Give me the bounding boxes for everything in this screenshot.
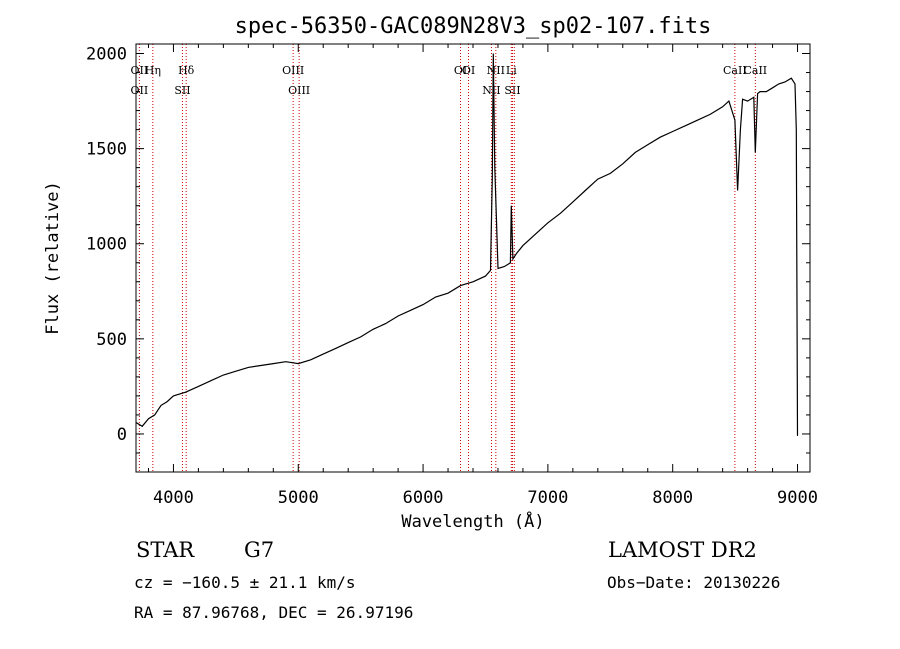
y-tick-label: 0 bbox=[117, 425, 127, 445]
x-tick-label: 4000 bbox=[153, 488, 194, 508]
spectrum-series bbox=[135, 53, 799, 436]
y-tick-label: 1000 bbox=[86, 235, 127, 255]
chart-title: spec-56350-GAC089N28V3_sp02-107.fits bbox=[235, 14, 712, 39]
line-marker-label: OIII bbox=[282, 64, 304, 77]
line-marker-label: OII bbox=[131, 64, 149, 77]
line-marker-label: OI bbox=[454, 64, 467, 77]
x-tick-label: 9000 bbox=[777, 488, 818, 508]
survey-name: LAMOST DR2 bbox=[608, 538, 757, 562]
line-marker-label: SII bbox=[174, 84, 190, 97]
x-tick-label: 8000 bbox=[652, 488, 693, 508]
line-marker-label: Hδ bbox=[178, 64, 195, 77]
y-tick-label: 2000 bbox=[86, 45, 127, 65]
y-tick-label: 1500 bbox=[86, 140, 127, 160]
line-marker-label: Li bbox=[506, 64, 517, 77]
y-tick-label: 500 bbox=[96, 330, 127, 350]
line-marker-label: Hη bbox=[145, 64, 161, 77]
line-marker-label: SII bbox=[504, 84, 520, 97]
radec-value: RA = 87.96768, DEC = 26.97196 bbox=[134, 603, 414, 622]
y-axis-label: Flux (relative) bbox=[43, 181, 63, 335]
redshift-value: cz = −160.5 ± 21.1 km/s bbox=[134, 573, 356, 592]
x-tick-label: 6000 bbox=[403, 488, 444, 508]
object-class: STAR bbox=[136, 538, 195, 562]
y-axis-ticks: 0 500 1000 1500 2000 bbox=[86, 45, 810, 454]
x-tick-label: 7000 bbox=[527, 488, 568, 508]
x-axis-ticks: 4000 5000 6000 7000 8000 9000 bbox=[147, 44, 818, 508]
x-tick-label: 5000 bbox=[278, 488, 319, 508]
line-marker-label: CaII bbox=[743, 64, 767, 77]
obs-date: Obs−Date: 20130226 bbox=[607, 573, 781, 592]
line-marker-label: CaII bbox=[723, 64, 747, 77]
line-marker-label: NII bbox=[487, 64, 505, 77]
spectrum-line bbox=[135, 53, 799, 436]
plot-frame bbox=[135, 43, 811, 473]
line-marker-label: OII bbox=[131, 84, 149, 97]
x-axis-label: Wavelength (Å) bbox=[401, 510, 544, 532]
line-marker-label: OI bbox=[462, 64, 475, 77]
object-subclass: G7 bbox=[244, 538, 275, 562]
line-marker-label: NII bbox=[482, 84, 500, 97]
line-marker-label: OIII bbox=[288, 84, 310, 97]
